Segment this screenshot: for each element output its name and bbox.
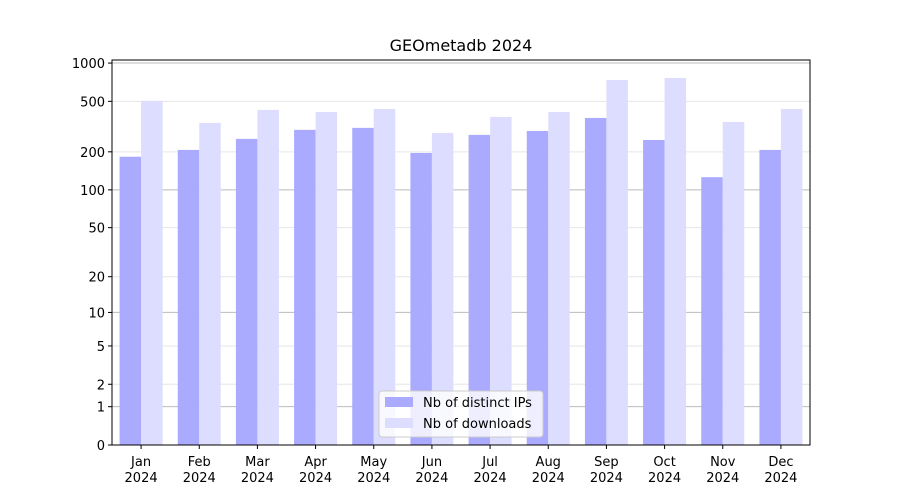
bar	[468, 134, 491, 446]
legend-swatch	[385, 418, 413, 428]
bar	[352, 127, 374, 445]
bar	[199, 122, 221, 445]
legend-label: Nb of distinct IPs	[423, 396, 532, 411]
x-tick-label: Dec 2024	[764, 455, 797, 486]
bar	[177, 149, 200, 445]
bar	[119, 156, 142, 445]
bar	[315, 112, 338, 446]
y-tick-label: 1	[97, 401, 105, 416]
x-tick-label: Nov 2024	[706, 455, 739, 486]
bar	[664, 77, 687, 445]
bar	[373, 109, 396, 445]
bar	[722, 121, 745, 445]
x-tick-label: Sep 2024	[590, 455, 623, 486]
y-tick-label: 200	[80, 146, 105, 161]
bar	[141, 100, 163, 445]
y-tick-label: 1000	[72, 57, 105, 72]
bar	[643, 139, 665, 446]
y-tick-label: 500	[80, 95, 105, 110]
y-tick-label: 0	[97, 439, 105, 454]
bar	[701, 177, 723, 445]
x-tick-label: Apr 2024	[299, 455, 332, 486]
x-tick-label: Mar 2024	[241, 455, 274, 486]
bar	[584, 117, 607, 445]
y-tick-label: 100	[80, 184, 105, 199]
x-tick-label: May 2024	[357, 455, 390, 486]
y-tick-label: 20	[88, 271, 105, 286]
x-tick-label: Jul 2024	[474, 455, 507, 486]
bar	[410, 152, 432, 445]
bar	[548, 112, 570, 446]
y-tick-label: 5	[97, 340, 105, 355]
x-tick-label: Aug 2024	[532, 455, 565, 486]
y-tick-label: 2	[97, 378, 105, 393]
bar	[431, 132, 454, 446]
legend-label: Nb of downloads	[423, 417, 532, 432]
x-tick-label: Oct 2024	[648, 455, 681, 486]
bar	[490, 116, 512, 445]
bar	[780, 109, 803, 445]
chart-title: GEOmetadb 2024	[390, 36, 533, 55]
bar	[526, 130, 549, 446]
axes-frame	[111, 59, 811, 446]
bar	[759, 149, 781, 445]
y-tick-label: 50	[88, 222, 105, 237]
bar	[294, 129, 316, 445]
bar	[257, 109, 279, 445]
legend-box	[378, 390, 544, 438]
x-tick-label: Feb 2024	[183, 455, 216, 486]
legend: Nb of distinct IPs Nb of downloads	[378, 390, 544, 438]
bar	[235, 138, 258, 445]
x-tick-label: Jun 2024	[415, 455, 448, 486]
y-tick-label: 10	[88, 306, 105, 321]
legend-swatch	[385, 397, 413, 407]
bar	[606, 79, 628, 445]
x-tick-label: Jan 2024	[125, 455, 158, 486]
